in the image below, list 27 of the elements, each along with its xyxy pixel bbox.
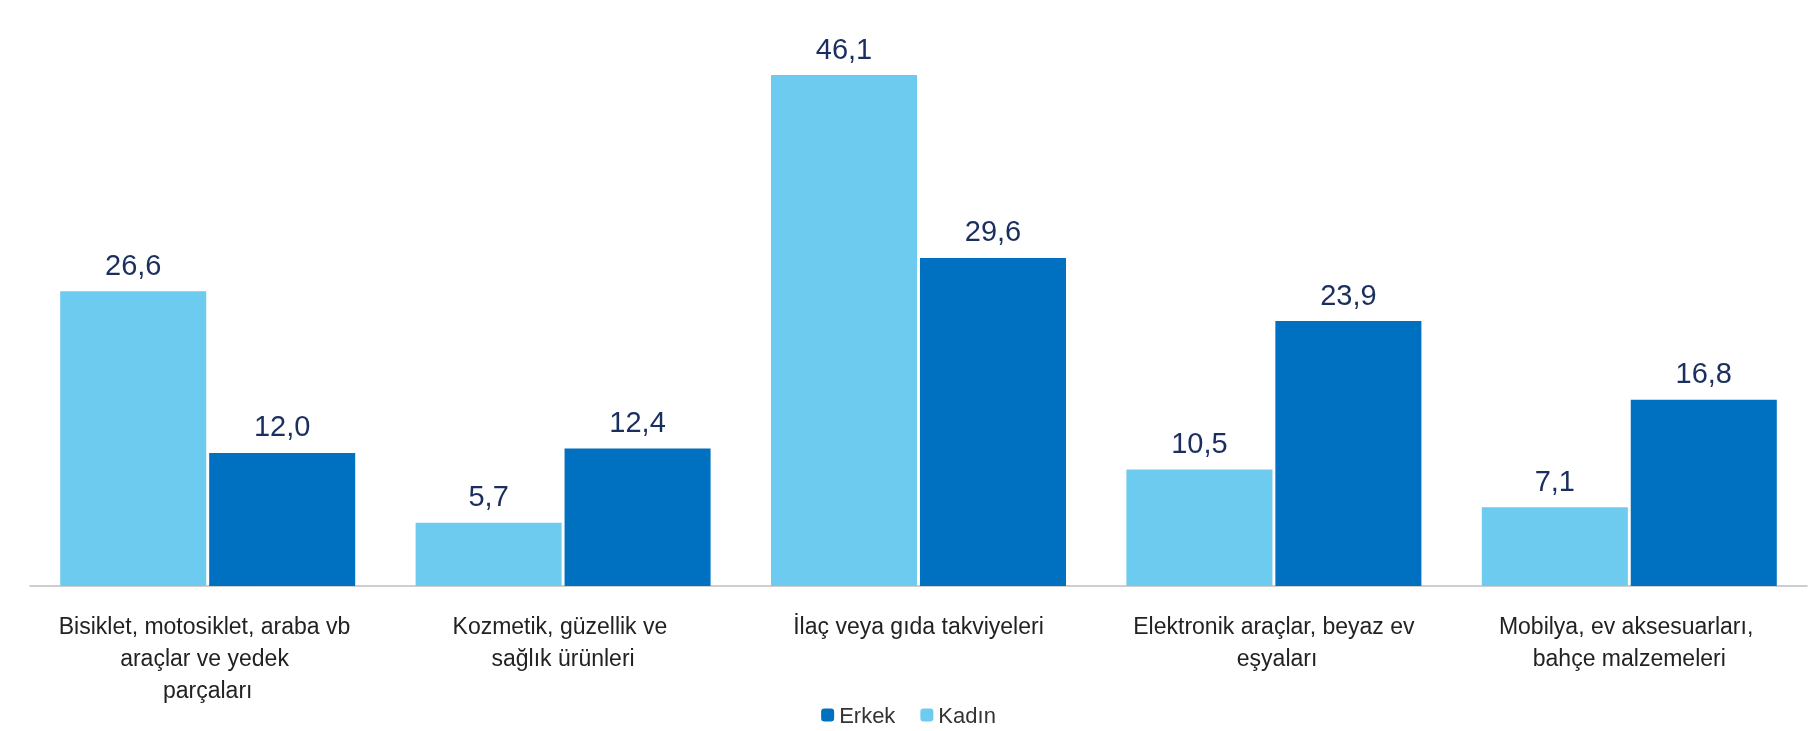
legend-label: Erkek (839, 702, 897, 728)
bar (1481, 507, 1628, 586)
data-label: 46,1 (815, 32, 873, 65)
data-label: 10,5 (1171, 427, 1228, 460)
bar (1275, 321, 1422, 586)
data-label: 16,8 (1675, 357, 1732, 390)
bar (919, 257, 1066, 586)
bar (209, 452, 356, 586)
bar (60, 291, 207, 586)
x-tick-label: Mobilya, ev aksesuarları, bahçe malzemeleri (1498, 613, 1760, 671)
data-label: 26,6 (105, 248, 162, 281)
bar (415, 522, 562, 586)
bar (564, 448, 711, 586)
x-tick-label: Kozmetik, güzellik ve sağlık ürünleri (452, 613, 674, 671)
data-label: 29,6 (964, 215, 1022, 248)
x-tick-label: Elektronik araçlar, beyaz ev eşyaları (1133, 613, 1416, 671)
bar (1630, 399, 1777, 586)
x-tick-label: Bisiklet, motosiklet, araba vb araçlar ve yedek parçaları (58, 613, 357, 703)
data-label: 23,9 (1320, 278, 1377, 311)
data-label: 12,4 (609, 406, 666, 439)
data-label: 5,7 (468, 480, 509, 513)
data-label: 12,0 (253, 410, 311, 443)
bar (771, 75, 918, 586)
bar (1126, 469, 1273, 586)
x-tick-label: İlaç veya gıda takviyeleri (793, 613, 1044, 639)
data-label: 7,1 (1534, 464, 1575, 497)
legend-label: Kadın (938, 702, 996, 728)
